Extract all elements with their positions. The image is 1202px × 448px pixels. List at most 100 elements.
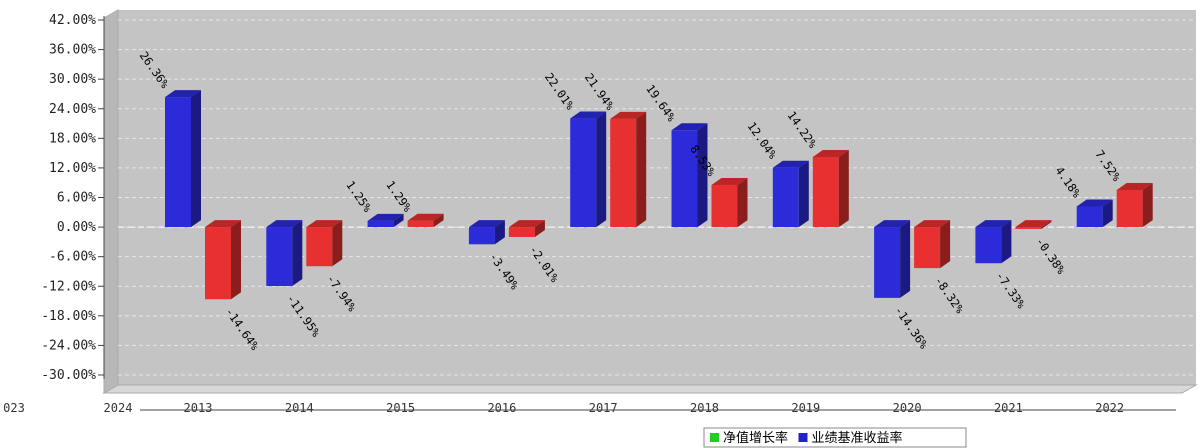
y-tick-label: 42.00%	[49, 13, 96, 28]
bar-front	[407, 220, 434, 228]
bar-side	[393, 213, 404, 228]
bar-front	[610, 118, 637, 228]
bar-front	[874, 227, 901, 298]
bar-side	[191, 90, 201, 228]
bar-front	[711, 185, 738, 228]
bar-front	[468, 227, 495, 245]
y-tick-label: -30.00%	[41, 368, 96, 383]
bar-top	[1015, 220, 1052, 228]
bar-top	[1116, 183, 1153, 191]
bar-top	[468, 220, 505, 228]
x-category-label: 2015	[386, 401, 415, 415]
y-tick-label: 30.00%	[49, 72, 96, 87]
bar-side	[1001, 220, 1012, 264]
bar-series-1	[874, 220, 911, 298]
y-tick-label: -12.00%	[41, 279, 96, 294]
x-category-label: 2022	[1095, 401, 1124, 415]
bar-series-2	[711, 178, 748, 228]
bar-top	[1076, 199, 1113, 207]
bar-series-1	[165, 90, 201, 228]
bar-front	[1076, 206, 1103, 228]
y-tick-label: 24.00%	[49, 102, 96, 117]
bar-front	[1015, 227, 1042, 229]
x-category-label: 2020	[893, 401, 922, 415]
bar-side	[838, 149, 849, 228]
bar-top	[205, 220, 241, 228]
bar-series-1	[367, 213, 404, 228]
bar-top	[975, 220, 1012, 228]
bar-series-2	[1116, 183, 1153, 228]
x-category-label: 2017	[589, 401, 618, 415]
bar-side	[798, 160, 809, 228]
y-tick-label: 36.00%	[49, 43, 96, 58]
x-category-label: 2014	[285, 401, 314, 415]
bar-front	[975, 227, 1002, 264]
bar-front	[570, 118, 597, 228]
x-category-label: 2021	[994, 401, 1023, 415]
y-tick-label: 0.00%	[57, 220, 96, 235]
bar-series-1	[671, 123, 708, 228]
bar-side	[332, 220, 343, 267]
bar-front	[367, 220, 394, 228]
bar-front	[508, 227, 535, 237]
bar-top	[407, 213, 444, 221]
bar-series-1	[772, 160, 809, 228]
bar-front	[812, 156, 839, 228]
bar-top	[266, 220, 303, 228]
bar-series-2	[306, 220, 343, 267]
y-tick-label: 12.00%	[49, 161, 96, 176]
x-category-label: 2016	[487, 401, 516, 415]
y-tick-label: 18.00%	[49, 131, 96, 146]
x-category-label: 2018	[690, 401, 719, 415]
bar-side	[1102, 199, 1113, 228]
bar-series-2	[407, 213, 444, 228]
bar-top	[508, 220, 545, 228]
bar-top	[914, 220, 951, 228]
bar-top	[711, 178, 748, 186]
bar-side	[534, 220, 545, 237]
bar-front	[266, 227, 293, 287]
y-tick-label: -18.00%	[41, 309, 96, 324]
x-category-label: 2013	[184, 401, 213, 415]
plot-side-wall	[103, 9, 119, 394]
y-tick-label: -6.00%	[49, 250, 96, 265]
bar-top	[874, 220, 911, 228]
legend: 净值增长率 业绩基准收益率	[703, 427, 967, 448]
bar-top	[671, 123, 708, 131]
bar-front	[671, 130, 698, 228]
bar-series-1	[266, 220, 303, 287]
bar-front	[772, 167, 799, 228]
bar-series-1	[468, 220, 505, 245]
bar-series-2	[508, 220, 545, 237]
legend-swatch	[710, 433, 719, 442]
bar-top	[165, 90, 201, 98]
bar-side	[494, 220, 505, 245]
bar-series-2	[812, 149, 849, 228]
bar-side	[737, 178, 748, 228]
bar-top	[610, 111, 647, 119]
bar-side	[940, 220, 951, 269]
bar-side	[292, 220, 303, 287]
bar-top	[367, 213, 404, 221]
bar-side	[697, 123, 708, 228]
bar-front	[165, 97, 191, 228]
bar-series-1	[1076, 199, 1113, 228]
bar-series-2	[914, 220, 951, 269]
legend-label: 净值增长率	[723, 430, 788, 446]
bar-series-2	[205, 220, 241, 300]
x-category-label: 2019	[791, 401, 820, 415]
bar-side	[1041, 220, 1052, 229]
bar-side	[900, 220, 911, 298]
bar-side	[433, 213, 444, 228]
plot-floor	[102, 384, 1198, 394]
y-tick-label: -24.00%	[41, 338, 96, 353]
legend-box	[703, 427, 967, 448]
stray-axis-label: 2024	[104, 401, 133, 415]
bar-top	[306, 220, 343, 228]
bar-side	[596, 111, 607, 228]
bar-series-2	[610, 111, 647, 228]
bar-series-1	[975, 220, 1012, 264]
bar-top	[812, 149, 849, 157]
